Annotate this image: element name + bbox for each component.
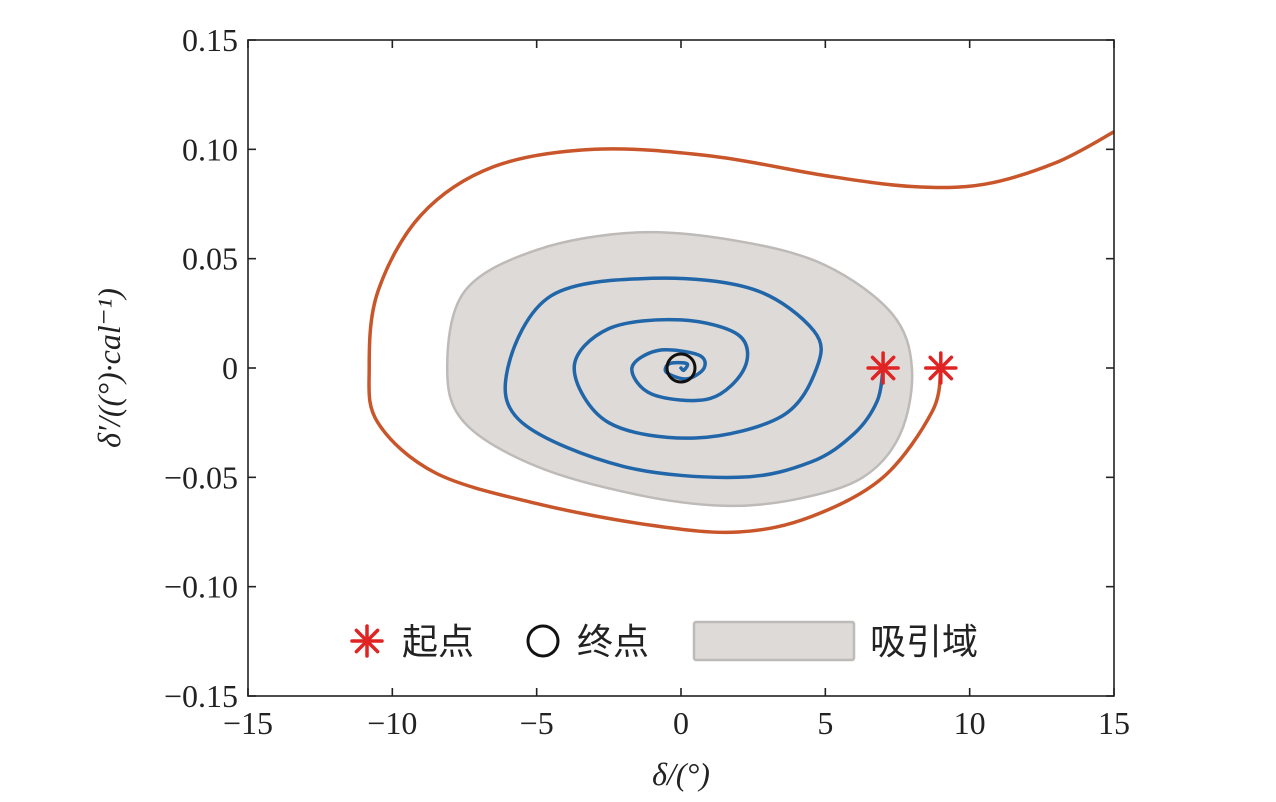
y-tick-label: 0	[222, 350, 238, 386]
stable-trajectory-line	[503, 276, 885, 480]
legend-end-marker	[526, 624, 560, 658]
y-tick-label: −0.05	[164, 459, 238, 495]
y-tick-label: 0.15	[182, 22, 238, 58]
y-tick-label: −0.10	[164, 569, 238, 605]
unstable-trajectory-line	[367, 130, 1114, 535]
y-tick-label: 0.10	[182, 131, 238, 167]
y-axis-label: δ′/((°)·cal⁻¹)	[91, 288, 127, 448]
start-point-marker	[924, 351, 958, 385]
y-tick-label: 0.05	[182, 241, 238, 277]
x-tick-label: −5	[520, 705, 554, 741]
legend-end-label: 终点	[577, 622, 649, 663]
x-tick-label: −10	[367, 705, 417, 741]
legend: 起点 终点 吸引域	[350, 620, 978, 663]
legend-region-swatch	[692, 620, 856, 662]
y-tick-label: −0.15	[164, 678, 238, 714]
legend-start-label: 起点	[402, 622, 474, 663]
x-tick-label: 15	[1098, 705, 1130, 741]
legend-star-glyph	[350, 624, 384, 658]
start-point-marker	[866, 351, 900, 385]
x-axis-label: δ/(°)	[652, 756, 710, 792]
legend-region-label: 吸引域	[870, 622, 978, 663]
x-tick-label: −15	[223, 705, 273, 741]
x-tick-label: 10	[954, 705, 986, 741]
end-point-marker	[665, 352, 697, 384]
x-tick-label: 5	[817, 705, 833, 741]
legend-start-marker	[350, 624, 384, 658]
x-tick-label: 0	[673, 705, 689, 741]
